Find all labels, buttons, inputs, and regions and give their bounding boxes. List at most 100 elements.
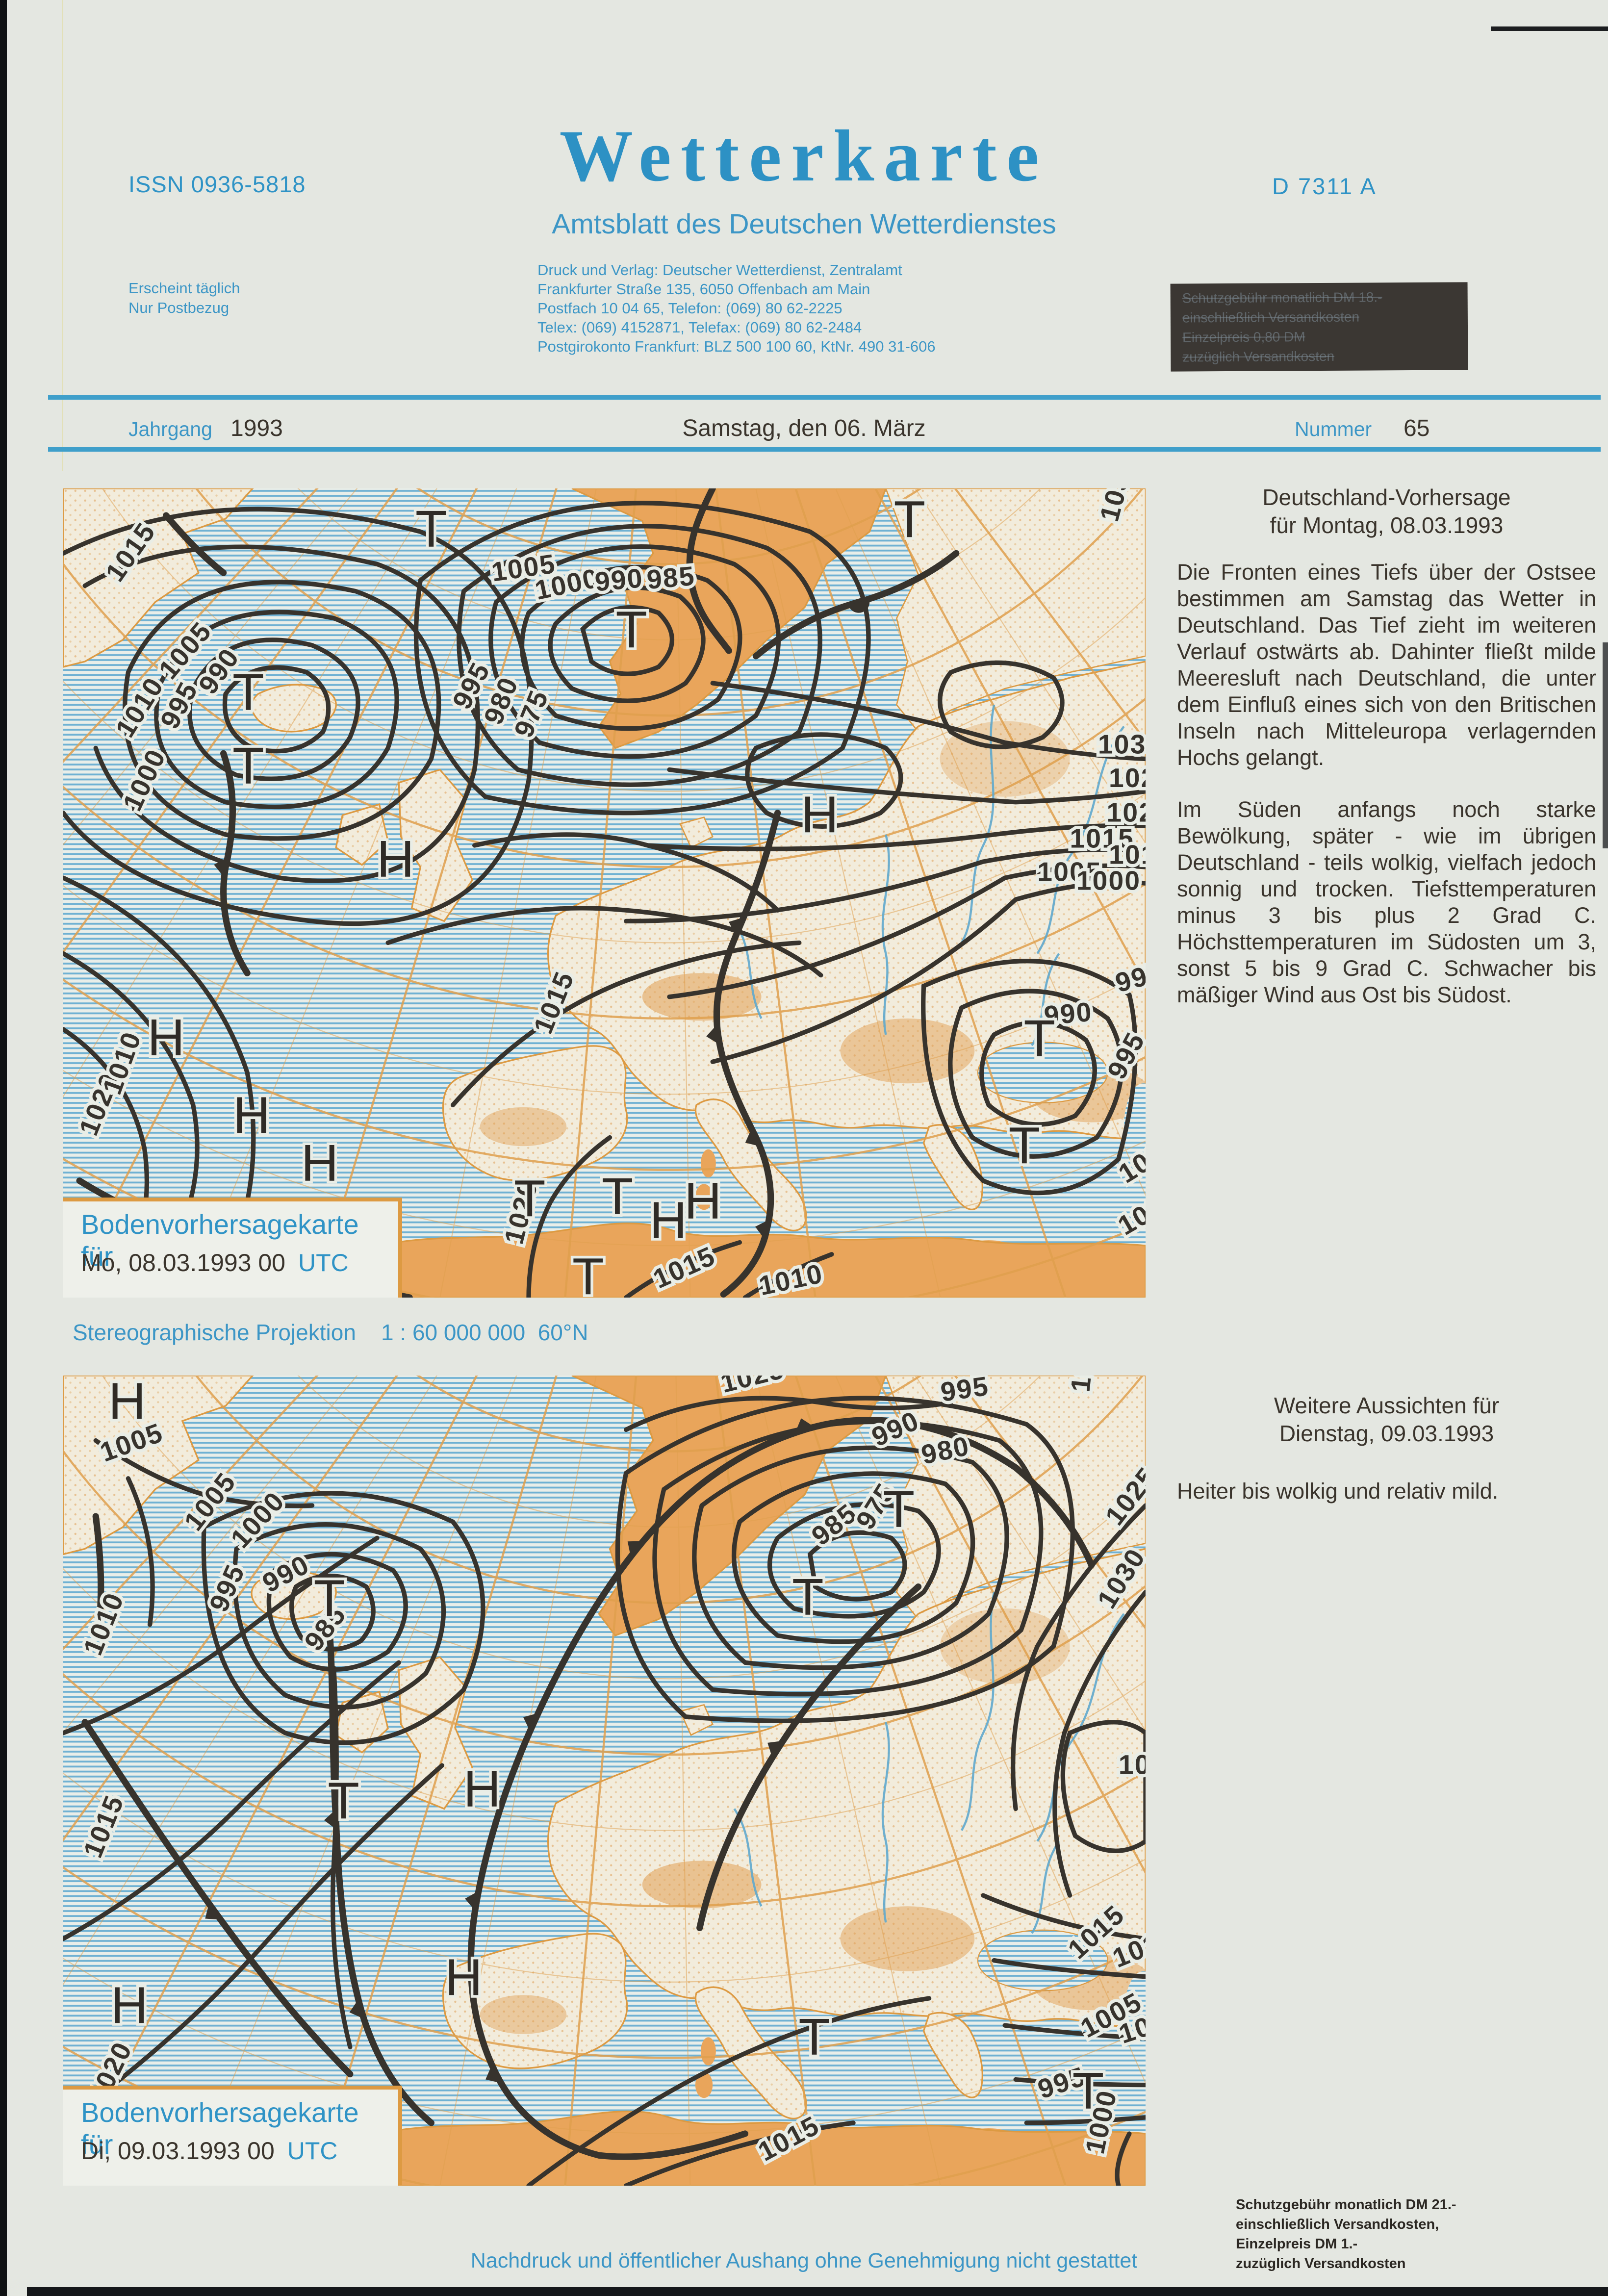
low-pressure-center: T [232,663,264,721]
redacted-price-box: Schutzgebühr monatlich DM 18.- einschlie… [1170,282,1468,372]
postal-code-label: D 7311 A [1272,173,1377,199]
publication-frequency: Erscheint täglich Nur Postbezug [128,279,240,318]
price-fine-print: Schutzgebühr monatlich DM 21.- einschlie… [1236,2195,1456,2273]
fine-print-line: einschließlich Versandkosten, [1236,2217,1439,2232]
isobar-label: 1030 [1098,729,1146,759]
forecast-title-line1: Deutschland-Vorhersage [1262,485,1511,510]
publisher-line: Postfach 10 04 65, Telefon: (069) 80 62-… [537,300,842,317]
high-pressure-center: H [110,1977,148,2035]
caption-date-value: Di, 09.03.1993 00 [81,2137,275,2165]
low-pressure-center: T [602,1168,634,1225]
redacted-line: Schutzgebühr monatlich DM 18.- [1182,289,1382,306]
high-pressure-center: H [108,1376,146,1430]
outlook-column: Weitere Aussichten für Dienstag, 09.03.1… [1177,1392,1596,1505]
high-pressure-center: H [801,786,839,843]
forecast-paragraph-1: Die Fronten eines Tiefs über der Ostsee … [1177,560,1596,770]
publisher-line: Telex: (069) 4152871, Telefax: (069) 80 … [537,319,862,336]
low-pressure-center: T [615,601,647,659]
volume-label: Jahrgang [128,418,212,440]
high-pressure-center: H [147,1009,185,1067]
high-pressure-center: H [233,1087,271,1145]
fine-print-line: zuzüglich Versandkosten [1236,2256,1406,2271]
low-pressure-center: T [514,1170,546,1228]
low-pressure-center: T [894,490,926,548]
isobar-label: 1000 [1076,865,1141,895]
outlook-title: Weitere Aussichten für Dienstag, 09.03.1… [1177,1392,1596,1448]
weather-fronts [81,1417,1095,2160]
high-pressure-center: H [301,1134,339,1192]
scan-edge-left [0,0,7,2296]
redacted-line: Einzelpreis 0,80 DM [1182,329,1305,345]
page-title: Wetterkarte [559,115,1049,197]
scan-artifact [1603,642,1608,848]
isobar-label: 1025 [1109,763,1146,793]
outlook-title-line1: Weitere Aussichten für [1274,1393,1500,1418]
isobar-label: 990 [593,562,644,597]
scan-edge-bottom [27,2287,1608,2296]
forecast-column: Deutschland-Vorhersage für Montag, 08.03… [1177,484,1596,1008]
outlook-text: Heiter bis wolkig und relativ mild. [1177,1479,1499,1504]
volume-value: 1993 [230,415,283,441]
caption-date: Mo, 08.03.1993 00 UTC [81,1249,349,1277]
divider [48,395,1601,400]
caption-utc: UTC [298,1249,349,1276]
isobar-label: 1005 [1037,857,1102,887]
divider [48,447,1601,452]
publisher-line: Druck und Verlag: Deutscher Wetterdienst… [537,261,902,279]
subscription-line: Nur Postbezug [128,299,230,316]
isobar-label: 1010 [1109,839,1146,869]
isobar-label: 1015 [1070,823,1135,853]
frequency-line: Erscheint täglich [128,280,240,297]
isobars [63,501,1146,1298]
map-caption-box: Bodenvorhersagekarte für Mo, 08.03.1993 … [63,1198,402,1298]
low-pressure-center: T [1023,1010,1055,1068]
low-pressure-center: T [798,2008,830,2066]
high-pressure-center: H [377,830,414,888]
scan-artifact [62,0,63,471]
caption-date: Di, 09.03.1993 00 UTC [81,2137,338,2165]
redacted-line: einschließlich Versandkosten [1182,309,1360,326]
fine-print-line: Einzelpreis DM 1.- [1236,2236,1358,2252]
fine-print-line: Schutzgebühr monatlich DM 21.- [1236,2197,1456,2213]
forecast-map-monday: 1015 1005 1010 995 990 1000 1005 1000 990 985 995 9… [63,488,1146,1298]
high-pressure-center: H [463,1760,501,1818]
high-pressure-center: H [684,1172,722,1230]
isobar-label: 1030 [1119,1750,1146,1780]
redacted-line: zuzüglich Versandkosten [1182,348,1335,365]
publisher-line: Frankfurter Straße 135, 6050 Offenbach a… [537,281,870,298]
number-label: Nummer [1295,418,1372,440]
low-pressure-center: T [792,1568,824,1626]
forecast-title: Deutschland-Vorhersage für Montag, 08.03… [1177,484,1596,539]
high-pressure-center: H [649,1192,687,1250]
low-pressure-center: T [1072,2062,1104,2120]
high-pressure-center: H [445,1948,483,2006]
isobar-label: 985 [645,561,696,595]
low-pressure-center: T [1008,1117,1040,1174]
forecast-paragraph-2: Im Süden anfangs noch starke Bewölkung, … [1177,797,1596,1007]
caption-title: Bodenvorhersagekarte für [81,2097,359,2160]
forecast-map-tuesday: 1005 1005 1000 995 990 985 1010 1015 1020 1025 995… [63,1376,1146,2186]
low-pressure-center: T [328,1772,359,1830]
caption-title: Bodenvorhersagekarte für [81,1209,359,1272]
page-subtitle: Amtsblatt des Deutschen Wetterdienstes [552,208,1056,240]
low-pressure-center: T [415,500,447,558]
caption-utc: UTC [287,2137,338,2165]
scan-artifact [1491,26,1608,31]
low-pressure-center: T [883,1480,915,1538]
low-pressure-center: T [572,1248,604,1298]
publisher-line: Postgirokonto Frankfurt: BLZ 500 100 60,… [537,338,936,355]
low-pressure-center: T [232,737,264,795]
caption-date-value: Mo, 08.03.1993 00 [81,1249,285,1276]
copyright-notice: Nachdruck und öffentlicher Aushang ohne … [470,2249,1138,2272]
issue-date: Samstag, den 06. März [682,415,926,441]
forecast-title-line2: für Montag, 08.03.1993 [1270,512,1504,538]
projection-note: Stereographische Projektion 1 : 60 000 0… [73,1320,588,1345]
outlook-title-line2: Dienstag, 09.03.1993 [1279,1421,1494,1446]
issn-number: ISSN 0936-5818 [128,171,306,197]
publisher-block: Druck und Verlag: Deutscher Wetterdienst… [537,260,936,356]
number-value: 65 [1404,415,1430,441]
map-caption-box: Bodenvorhersagekarte für Di, 09.03.1993 … [63,2086,402,2186]
